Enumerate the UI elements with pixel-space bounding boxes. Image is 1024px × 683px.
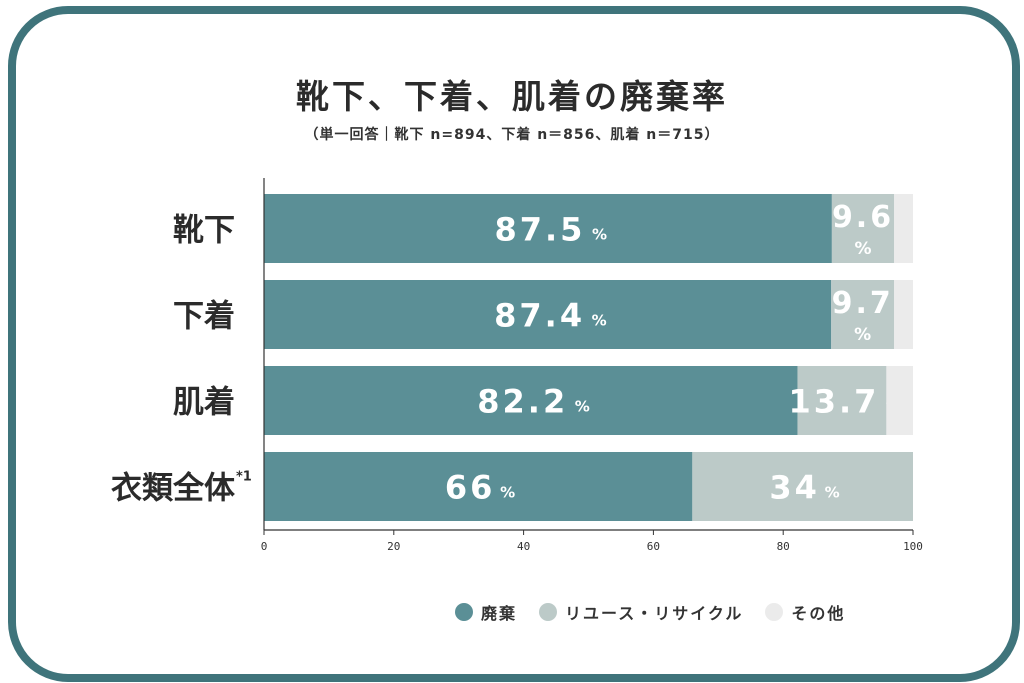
bar-segment (894, 194, 913, 263)
legend-item-discard: 廃棄 (455, 600, 517, 624)
bar-segment (264, 452, 693, 521)
legend-label-discard: 廃棄 (481, 604, 518, 623)
x-tick-label: 60 (647, 540, 660, 553)
data-label-unit: % (592, 312, 607, 330)
data-label: 9.6 (832, 200, 894, 235)
bar-segment (886, 366, 913, 435)
bar-segment (692, 452, 913, 521)
category-label: 衣類全体 (111, 471, 235, 507)
x-tick-label: 80 (777, 540, 790, 553)
category-label: 肌着 (173, 385, 235, 421)
data-label: 82.2 (477, 383, 568, 421)
bar-segment (831, 194, 895, 263)
chart-title: 靴下、下着、肌着の廃棄率 (296, 77, 728, 116)
data-label: 13.7 (788, 383, 879, 421)
chart-subtitle: （単一回答｜靴下 n=894、下着 n＝856、肌着 n＝715） (304, 127, 720, 143)
legend-item-other: その他 (765, 600, 845, 624)
category-footnote: *1 (236, 470, 252, 485)
bar-segment (264, 280, 832, 349)
bar-segment (264, 194, 832, 263)
x-tick-label: 0 (261, 540, 268, 553)
legend-swatch-other (765, 603, 784, 621)
bar-segment (894, 280, 913, 349)
data-label-unit: % (592, 226, 607, 244)
bar-segment (264, 366, 798, 435)
data-label-unit: % (854, 325, 871, 345)
category-label: 下着 (173, 299, 235, 335)
legend-item-reuse: リユース・リサイクル (539, 600, 743, 624)
bar-segment (831, 280, 895, 349)
legend-label-other: その他 (791, 604, 846, 623)
data-label-unit: % (825, 484, 840, 502)
legend-label-reuse: リユース・リサイクル (565, 604, 744, 623)
data-label-unit: % (575, 398, 590, 416)
data-label-unit: % (855, 239, 872, 259)
data-label: 34 (769, 469, 820, 507)
chart-legend: 廃棄 リユース・リサイクル その他 (455, 600, 867, 624)
data-label: 87.4 (494, 297, 585, 335)
x-tick-label: 20 (387, 540, 400, 553)
x-tick-label: 100 (903, 540, 923, 553)
data-label: 9.7 (832, 286, 894, 321)
data-label: 87.5 (494, 211, 585, 249)
bar-segment (797, 366, 887, 435)
data-label: 66 (445, 469, 496, 507)
category-label: 靴下 (173, 213, 235, 249)
x-tick-label: 40 (517, 540, 530, 553)
legend-swatch-discard (455, 603, 473, 621)
legend-swatch-reuse (539, 603, 558, 621)
data-label-unit: % (500, 484, 515, 502)
